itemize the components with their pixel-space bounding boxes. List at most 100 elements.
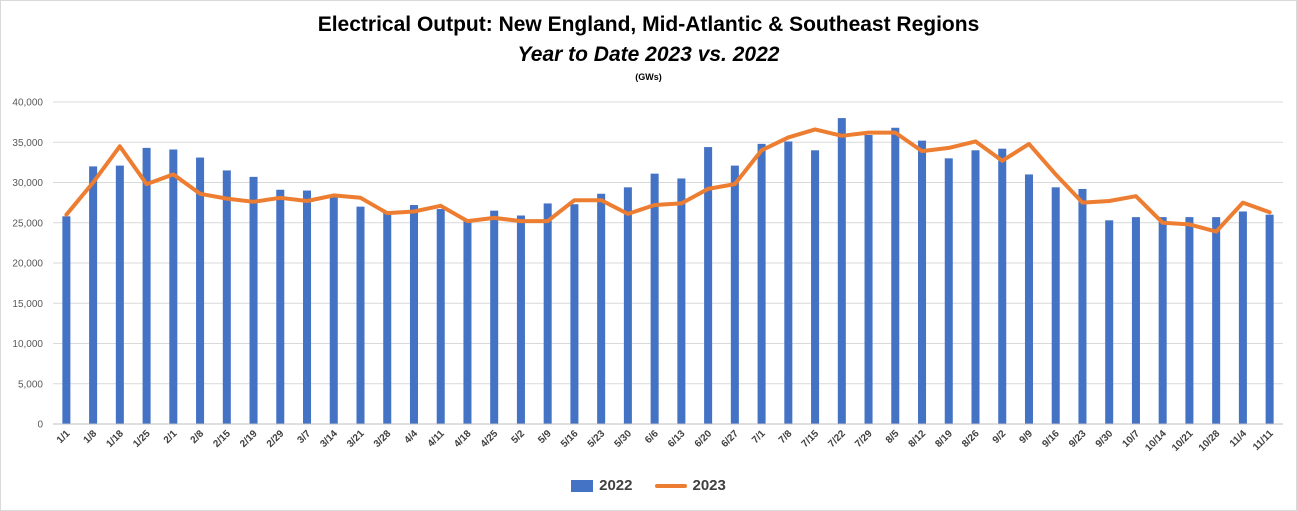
bar-2022	[62, 216, 71, 424]
x-tick-label: 2/1	[162, 428, 180, 446]
x-tick-label: 3/21	[345, 428, 367, 450]
x-tick-label: 9/9	[1017, 428, 1035, 446]
bar-2022	[704, 147, 713, 424]
bar-2022	[1131, 217, 1140, 424]
x-tick-label: 11/11	[1251, 428, 1276, 453]
x-tick-label: 1/25	[131, 428, 153, 450]
y-tick-label: 0	[37, 420, 43, 431]
bar-2022	[1265, 214, 1274, 424]
x-tick-label: 9/23	[1067, 428, 1089, 450]
x-tick-label: 5/9	[536, 428, 554, 446]
legend-swatch-line	[654, 483, 687, 488]
x-tick-label: 4/4	[402, 428, 420, 446]
y-tick-label: 30,000	[12, 178, 43, 189]
x-tick-label: 7/1	[750, 428, 768, 446]
x-tick-label: 5/2	[509, 428, 527, 446]
x-tick-label: 6/27	[719, 428, 741, 450]
x-tick-label: 1/8	[82, 428, 100, 446]
bar-2022	[463, 221, 472, 424]
x-tick-label: 7/22	[826, 428, 848, 450]
x-tick-label: 3/28	[372, 428, 394, 450]
bar-2022	[1212, 217, 1221, 424]
bar-2022	[196, 157, 205, 425]
x-tick-label: 8/26	[960, 428, 982, 450]
legend-item-2022: 2022	[571, 477, 633, 494]
y-tick-label: 20,000	[12, 259, 43, 270]
x-tick-label: 7/8	[777, 428, 795, 446]
y-tick-label: 25,000	[12, 218, 43, 229]
x-tick-label: 10/21	[1170, 428, 1196, 454]
x-tick-label: 5/16	[559, 428, 581, 450]
bar-2022	[409, 205, 418, 424]
x-tick-label: 1/1	[55, 428, 73, 446]
x-tick-label: 9/30	[1094, 428, 1116, 450]
legend-label-2023: 2023	[692, 477, 726, 494]
x-tick-label: 4/18	[452, 428, 474, 450]
bar-2022	[329, 196, 338, 424]
bar-2022	[677, 178, 686, 424]
x-tick-label: 4/11	[426, 428, 447, 449]
bar-2022	[757, 143, 766, 425]
legend: 2022 2023	[1, 477, 1296, 494]
bar-2022	[918, 140, 927, 424]
bar-2022	[837, 118, 846, 424]
bar-2022	[570, 204, 579, 424]
x-tick-label: 8/5	[884, 428, 902, 446]
x-tick-label: 3/7	[296, 428, 314, 446]
bar-2022	[490, 210, 499, 424]
bar-2022	[623, 187, 632, 424]
y-tick-label: 15,000	[12, 299, 43, 310]
legend-item-2023: 2023	[654, 477, 726, 494]
chart-title: Electrical Output: New England, Mid-Atla…	[317, 13, 980, 36]
y-tick-label: 10,000	[12, 339, 43, 350]
x-tick-label: 9/2	[991, 428, 1009, 446]
bar-2022	[1051, 187, 1060, 424]
bar-2022	[222, 170, 231, 424]
x-tick-label: 8/12	[907, 428, 929, 450]
x-tick-label: 5/30	[612, 428, 634, 450]
bar-2022	[1185, 217, 1194, 424]
x-tick-label: 3/14	[318, 428, 340, 450]
bar-2022	[864, 135, 873, 424]
bar-2022	[730, 165, 739, 424]
line-2023	[64, 127, 1272, 234]
bar-2022	[89, 166, 98, 424]
bar-2022	[276, 189, 285, 424]
bar-2022	[169, 149, 178, 424]
x-tick-label: 10/7	[1121, 428, 1143, 450]
bar-2022	[944, 158, 953, 424]
x-tick-label: 7/29	[853, 428, 875, 450]
x-tick-label: 6/20	[693, 428, 715, 450]
bar-2022	[303, 190, 312, 424]
bar-2022	[383, 212, 392, 424]
bar-2022	[1024, 174, 1033, 424]
bar-2022	[142, 147, 151, 424]
bar-2022	[597, 193, 606, 424]
x-tick-label: 8/19	[933, 428, 955, 450]
bar-2022	[516, 215, 525, 424]
x-tick-label: 1/18	[104, 428, 126, 450]
x-tick-label: 2/29	[265, 428, 287, 450]
x-tick-label: 4/25	[479, 428, 501, 450]
x-tick-label: 2/15	[211, 428, 233, 450]
x-tick-label: 6/6	[643, 428, 661, 446]
y-tick-label: 5,000	[18, 379, 43, 390]
legend-swatch-bar	[571, 479, 594, 492]
x-tick-label: 10/28	[1197, 428, 1223, 454]
bar-2022	[891, 127, 900, 424]
bar-2022	[249, 176, 258, 424]
bar-2022	[784, 141, 793, 424]
bar-2022	[543, 203, 552, 424]
bar-2022	[811, 150, 820, 425]
x-tick-label: 6/13	[666, 428, 688, 450]
bar-2022	[971, 150, 980, 425]
bar-2022	[1158, 217, 1167, 424]
bar-2022	[1105, 220, 1114, 424]
x-tick-label: 11/4	[1228, 428, 1249, 449]
bar-2022	[356, 206, 365, 424]
bar-2022	[1238, 211, 1247, 424]
chart-subtitle: Year to Date 2023 vs. 2022	[517, 43, 780, 66]
bar-2022	[998, 148, 1007, 424]
